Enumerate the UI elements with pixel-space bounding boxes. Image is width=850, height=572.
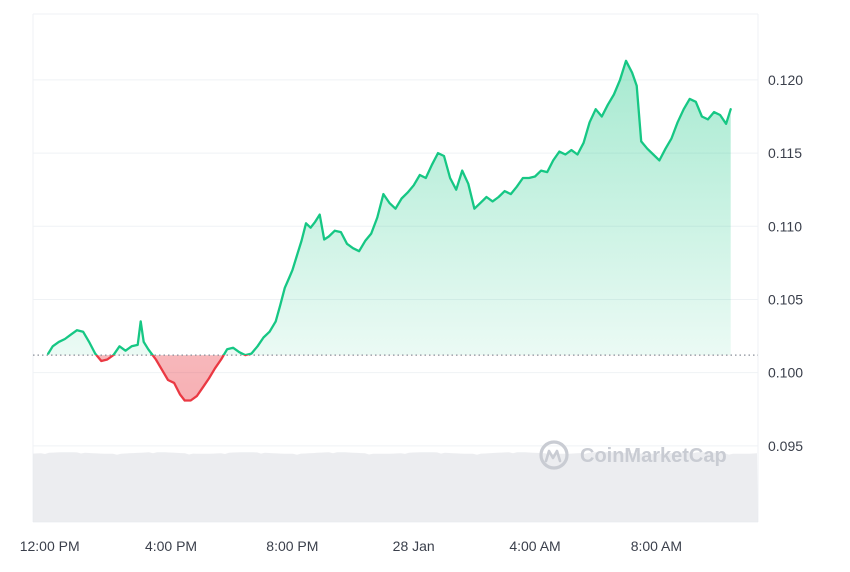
x-tick-label: 4:00 AM	[509, 538, 560, 554]
area-below-baseline	[96, 355, 224, 401]
volume-area	[33, 452, 758, 522]
x-tick-label: 4:00 PM	[145, 538, 197, 554]
area-above-baseline	[48, 60, 731, 356]
y-tick-label: 0.105	[768, 291, 803, 307]
volume-band	[33, 452, 758, 522]
coinmarketcap-logo-icon	[539, 440, 569, 470]
y-axis-ticks: 0.095 0.100 0.105 0.110 0.115 0.120	[768, 72, 803, 454]
price-line-up	[47, 59, 732, 356]
x-tick-label: 8:00 AM	[631, 538, 682, 554]
x-tick-label: 28 Jan	[393, 538, 435, 554]
x-tick-label: 12:00 PM	[20, 538, 80, 554]
area-fills	[48, 60, 731, 401]
watermark: CoinMarketCap	[539, 440, 727, 470]
y-tick-label: 0.100	[768, 365, 803, 381]
price-line-down	[94, 355, 251, 402]
watermark-text: CoinMarketCap	[580, 445, 727, 467]
price-lines	[47, 59, 732, 402]
y-tick-label: 0.110	[768, 218, 802, 234]
x-tick-label: 8:00 PM	[266, 538, 318, 554]
y-tick-label: 0.095	[768, 438, 803, 454]
x-axis-ticks: 12:00 PM 4:00 PM 8:00 PM 28 Jan 4:00 AM 8:00 …	[20, 538, 682, 554]
y-tick-label: 0.120	[768, 72, 803, 88]
y-tick-label: 0.115	[768, 145, 802, 161]
